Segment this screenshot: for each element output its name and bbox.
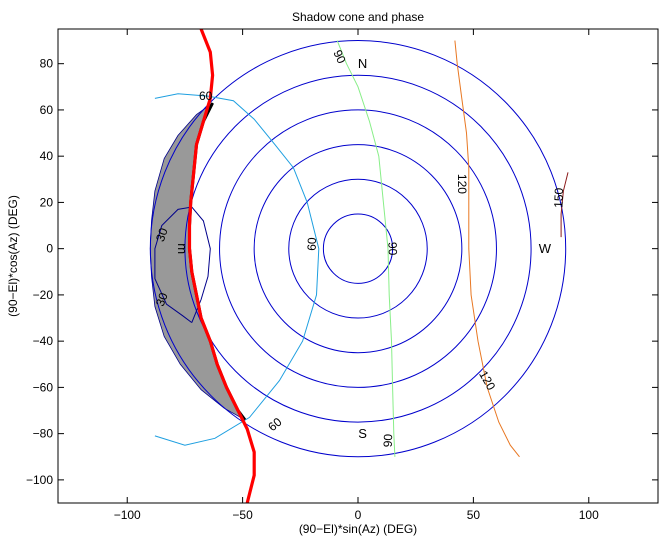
y-tick-label--40: −40: [33, 334, 54, 348]
contour-label-7: 90: [385, 242, 399, 256]
x-tick-label-50: 50: [467, 508, 481, 522]
contour-60: [154, 93, 320, 446]
contour-label-0: 90: [330, 48, 348, 66]
contour-label-1: 60: [199, 89, 213, 103]
chart-title: Shadow cone and phase: [292, 10, 424, 24]
elevation-circle-90: [149, 40, 567, 458]
contour-150: [560, 172, 569, 238]
axes: −100 −50 0 50 100 −100 −80 −60 −40 −20 0 20 40 60 80: [26, 29, 658, 522]
contour-label-10: 90: [381, 433, 395, 447]
elevation-circle-30: [288, 178, 428, 319]
y-tick-label--60: −60: [33, 380, 54, 394]
x-tick-label-0: 0: [355, 508, 362, 522]
annotation-S: S: [358, 426, 367, 441]
contour-label-6: 60: [305, 237, 319, 251]
contour-label-2: 120: [455, 174, 469, 194]
elevation-circle-15: [322, 213, 394, 284]
y-tick-label-60: 60: [40, 103, 54, 117]
y-tick-label-40: 40: [40, 149, 54, 163]
annotation-W: W: [539, 241, 552, 256]
contour-90: [336, 40, 396, 457]
annotation-N: N: [358, 56, 367, 71]
contour-label-3: 150: [551, 187, 566, 208]
contour-30: [154, 206, 211, 323]
y-tick-label-20: 20: [40, 195, 54, 209]
y-tick-label--20: −20: [33, 288, 54, 302]
y-axis-title: (90−El)*cos(Az) (DEG): [6, 195, 20, 317]
elevation-circle-75: [184, 74, 532, 423]
y-tick-label--100: −100: [26, 473, 53, 487]
y-tick-label-0: 0: [46, 242, 53, 256]
terminator-line: [187, 29, 256, 503]
y-tick-label--80: −80: [33, 427, 54, 441]
shadow-cone: [149, 102, 246, 421]
y-tick-label-80: 80: [40, 57, 54, 71]
x-tick-label-100: 100: [579, 508, 599, 522]
annotation-m: m: [175, 243, 190, 254]
elevation-circle-60: [219, 109, 497, 388]
elevation-circle-45: [253, 144, 463, 354]
contour-120: [454, 40, 520, 458]
contour-label-4: 30: [153, 226, 171, 244]
x-tick-label--50: −50: [232, 508, 253, 522]
x-tick-label--100: −100: [114, 508, 141, 522]
x-axis-title: (90−El)*sin(Az) (DEG): [299, 522, 417, 536]
contour-label-5: 30: [153, 291, 171, 309]
